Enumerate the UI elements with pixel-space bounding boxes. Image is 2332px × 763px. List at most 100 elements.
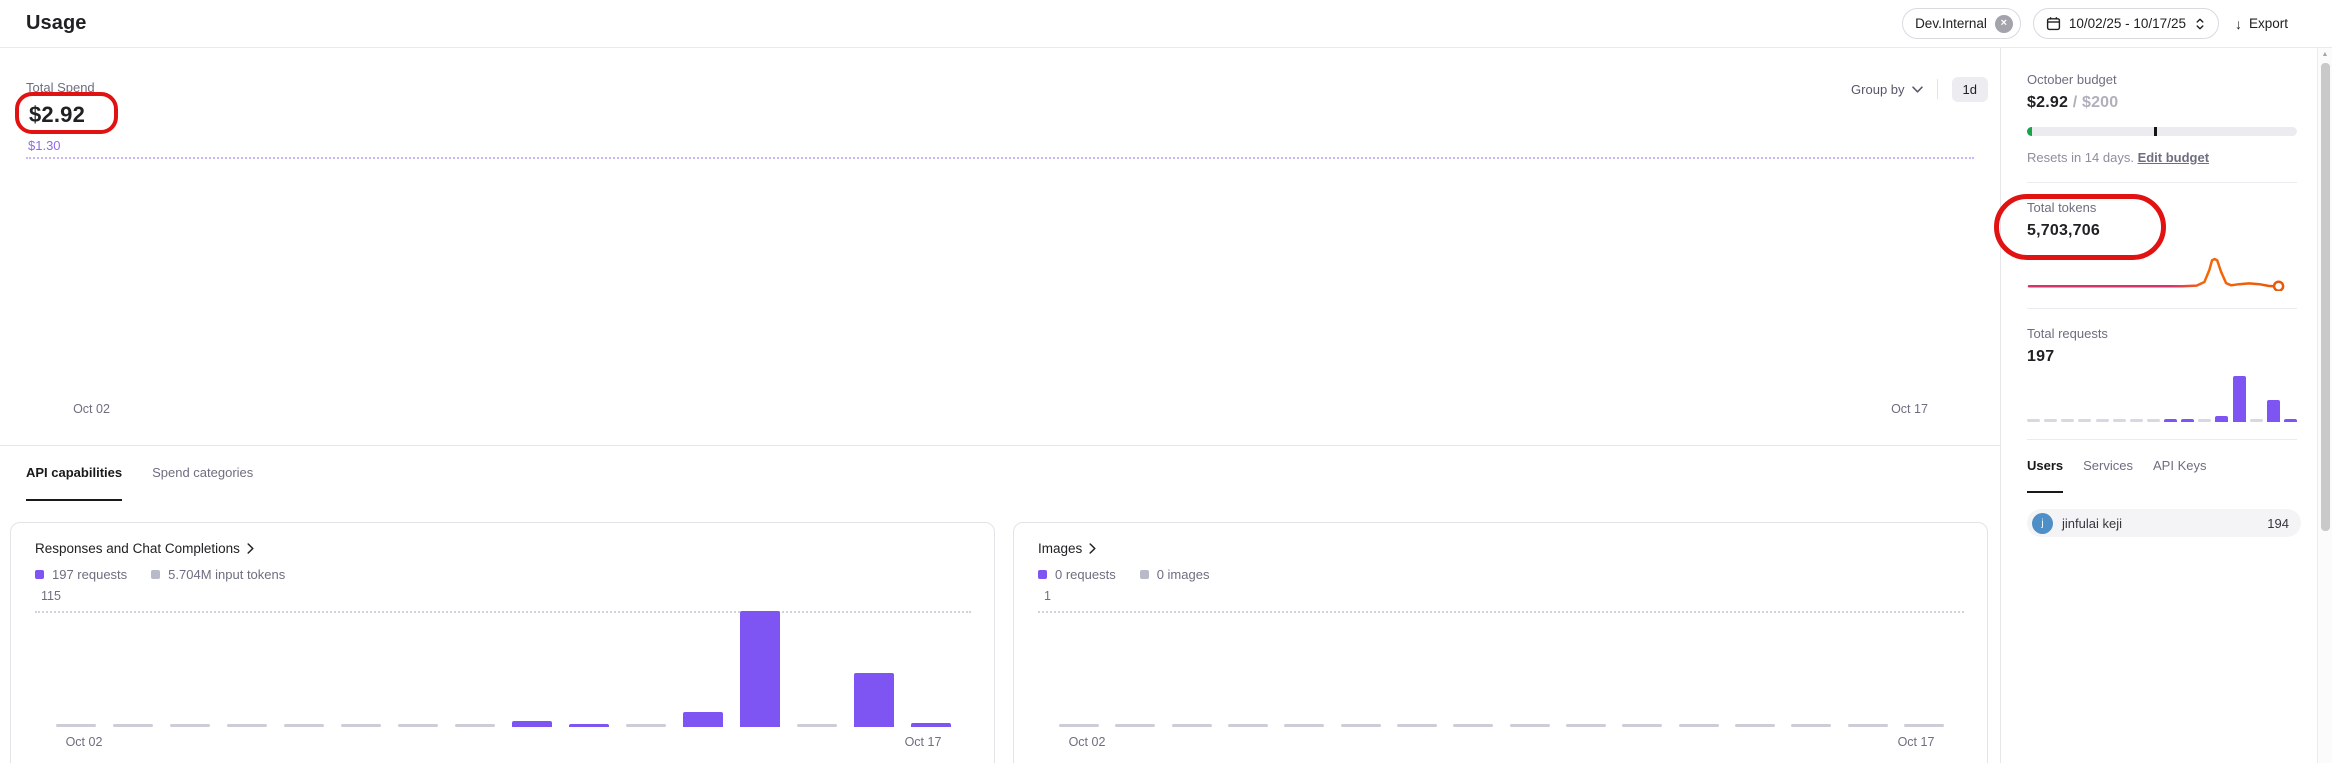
bar-slot[interactable] xyxy=(1340,611,1381,727)
export-button[interactable]: ↓ Export xyxy=(2231,16,2292,32)
zero-dash xyxy=(1565,724,1606,727)
bar-slot[interactable] xyxy=(683,611,723,727)
bar-slot[interactable] xyxy=(2078,376,2092,422)
bar-slot[interactable] xyxy=(1453,611,1494,727)
bar-slot[interactable] xyxy=(1396,611,1437,727)
threshold-dotted-line xyxy=(26,157,1974,159)
y-axis-max-label: 115 xyxy=(41,589,61,603)
scrollbar-up-arrow-icon[interactable]: ▲ xyxy=(2321,51,2329,58)
bar-slot[interactable] xyxy=(1171,611,1212,727)
bar-slot[interactable] xyxy=(227,611,267,727)
zero-dash xyxy=(2249,419,2263,422)
tab-api-keys[interactable]: API Keys xyxy=(2153,458,2207,473)
bar-slot[interactable] xyxy=(1565,611,1606,727)
entity-tabs: Users Services API Keys xyxy=(2027,440,2296,493)
bar-slot[interactable] xyxy=(56,611,96,727)
zero-dash xyxy=(56,724,96,727)
bar-slot[interactable] xyxy=(2164,376,2177,422)
zero-dash xyxy=(1059,724,1099,727)
zero-dash xyxy=(1847,724,1888,727)
bar-slot[interactable] xyxy=(512,611,552,727)
project-filter-chip[interactable]: Dev.Internal × xyxy=(1902,8,2021,39)
bar-slot[interactable] xyxy=(2266,376,2280,422)
bar-slot[interactable] xyxy=(626,611,666,727)
bar-slot[interactable] xyxy=(2215,376,2229,422)
tab-users[interactable]: Users xyxy=(2027,440,2064,493)
bar-slot[interactable] xyxy=(2232,376,2246,422)
zero-dash xyxy=(626,724,666,727)
card-title-link[interactable]: Images xyxy=(1038,541,1096,556)
bar-slot[interactable] xyxy=(1115,611,1156,727)
zero-dash xyxy=(1509,724,1550,727)
legend-item: 0 requests xyxy=(1038,567,1116,582)
user-avatar: j xyxy=(2032,512,2053,534)
bar-slot[interactable] xyxy=(113,611,153,727)
bar-slot[interactable] xyxy=(455,611,495,727)
legend-swatch-tokens xyxy=(151,570,161,579)
download-arrow-icon: ↓ xyxy=(2234,15,2242,32)
bar-slot[interactable] xyxy=(1622,611,1663,727)
granularity-1d-button[interactable]: 1d xyxy=(1951,76,1988,102)
bar-slot[interactable] xyxy=(284,611,324,727)
bar-slot[interactable] xyxy=(2146,376,2160,422)
october-budget-label: October budget xyxy=(2027,72,2117,87)
bar-slot[interactable] xyxy=(1847,611,1888,727)
edit-budget-link[interactable]: Edit budget xyxy=(2137,150,2210,165)
zero-dash xyxy=(227,724,267,727)
bar-slot[interactable] xyxy=(740,611,780,727)
bar-slot[interactable] xyxy=(1903,611,1944,727)
threshold-value-label: $1.30 xyxy=(28,138,61,153)
bar-slot[interactable] xyxy=(854,611,894,727)
header-controls: Dev.Internal × 10/02/25 - 10/17/25 xyxy=(1902,8,2292,39)
zero-dash xyxy=(1171,724,1212,727)
x-axis-start-label: Oct 02 xyxy=(65,735,103,749)
tab-spend-categories[interactable]: Spend categories xyxy=(152,464,254,480)
bar-slot[interactable] xyxy=(1227,611,1268,727)
close-icon[interactable]: × xyxy=(1994,14,2013,33)
zero-dash xyxy=(113,724,153,727)
card-title: Responses and Chat Completions xyxy=(35,541,240,556)
group-by-dropdown[interactable]: Group by xyxy=(1851,82,1923,97)
grid-dotted-line xyxy=(1038,611,1964,613)
date-range-picker[interactable]: 10/02/25 - 10/17/25 xyxy=(2032,8,2219,39)
budget-progress-bar xyxy=(2027,127,2297,136)
bar-slot[interactable] xyxy=(1509,611,1550,727)
card-title-link[interactable]: Responses and Chat Completions xyxy=(35,541,254,556)
bar-slot[interactable] xyxy=(2249,376,2263,422)
bar-slot[interactable] xyxy=(2181,376,2195,422)
user-row[interactable]: j jinfulai keji 194 xyxy=(2027,509,2301,537)
tab-services[interactable]: Services xyxy=(2083,458,2133,473)
bar-slot[interactable] xyxy=(911,611,951,727)
bar-slot[interactable] xyxy=(2027,376,2040,422)
bar xyxy=(740,611,780,727)
bar-slot[interactable] xyxy=(2044,376,2058,422)
legend-swatch-images xyxy=(1139,570,1149,579)
calendar-icon xyxy=(2046,16,2061,31)
bar-slot[interactable] xyxy=(1678,611,1719,727)
total-tokens-label: Total tokens xyxy=(2027,200,2097,215)
bar-slot[interactable] xyxy=(2283,376,2297,422)
bar-slot[interactable] xyxy=(2129,376,2143,422)
total-requests-value: 197 xyxy=(2027,348,2055,365)
bar-slot[interactable] xyxy=(797,611,837,727)
tab-api-capabilities[interactable]: API capabilities xyxy=(26,445,123,501)
bar-slot[interactable] xyxy=(1734,611,1775,727)
bar-slot[interactable] xyxy=(341,611,381,727)
zero-dash xyxy=(2044,419,2058,422)
bar-slot[interactable] xyxy=(1059,611,1099,727)
bar-slot[interactable] xyxy=(1284,611,1325,727)
bar-slot[interactable] xyxy=(398,611,438,727)
bar-slot[interactable] xyxy=(2198,376,2212,422)
bar-slot[interactable] xyxy=(2112,376,2126,422)
x-axis-start-label: Oct 02 xyxy=(1068,735,1106,749)
bar-slot[interactable] xyxy=(2061,376,2075,422)
bar-slot[interactable] xyxy=(170,611,210,727)
vertical-scrollbar[interactable]: ▲ xyxy=(2317,48,2332,763)
scrollbar-thumb[interactable] xyxy=(2321,63,2330,531)
bar-slot[interactable] xyxy=(569,611,609,727)
bar-slot[interactable] xyxy=(2095,376,2109,422)
bar-slot[interactable] xyxy=(1791,611,1832,727)
zero-dash xyxy=(284,724,324,727)
zero-dash xyxy=(341,724,381,727)
